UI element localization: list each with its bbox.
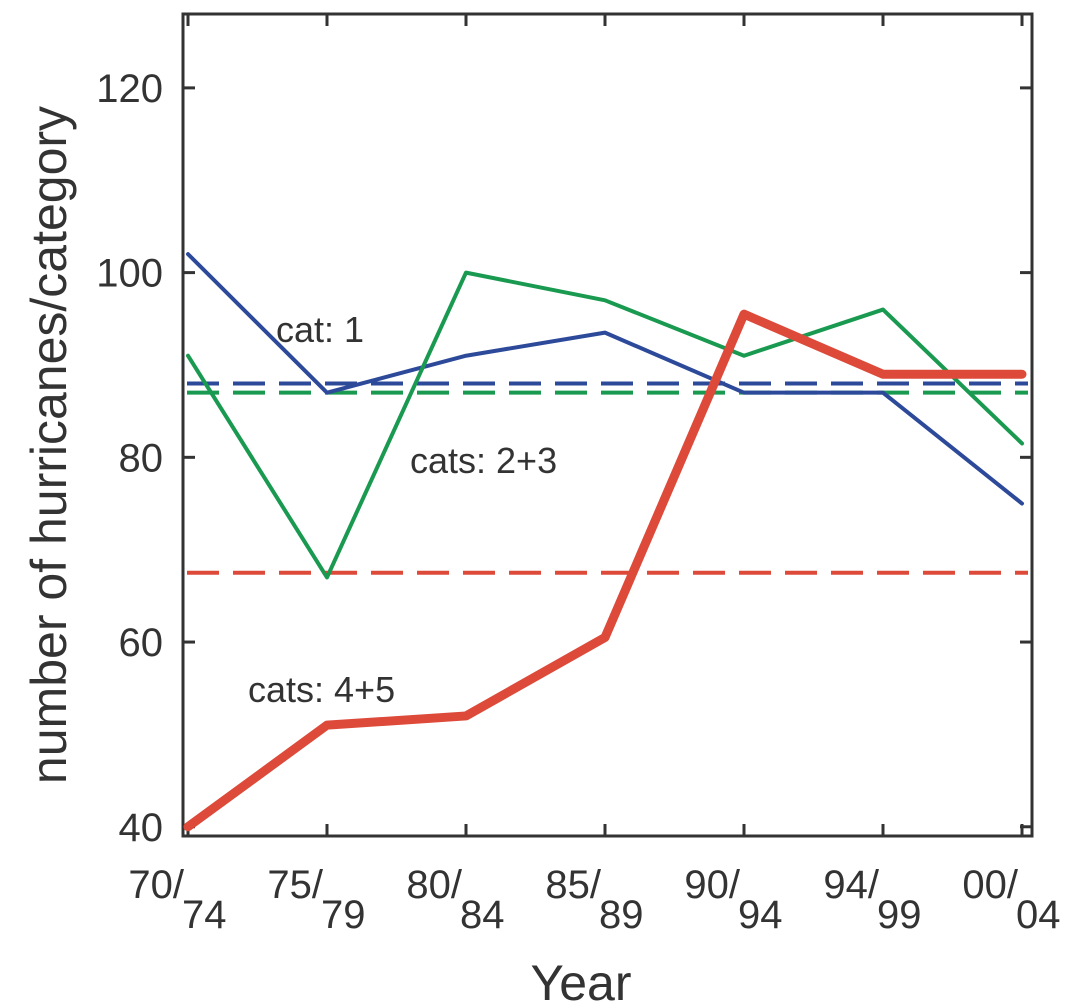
- x-tick-label-bottom: 89: [599, 893, 644, 937]
- tick-marks: [183, 14, 1032, 836]
- y-axis-title: number of hurricanes/category: [21, 106, 77, 784]
- y-tick-label: 100: [96, 252, 163, 296]
- series-label: cat: 1: [276, 309, 364, 350]
- x-tick-label-top: 80/: [406, 863, 462, 907]
- y-tick-label: 40: [119, 806, 164, 850]
- x-tick-label-top: 85/: [545, 863, 601, 907]
- y-tick-label: 120: [96, 67, 163, 111]
- series-lines: [183, 252, 1027, 832]
- x-axis-title: Year: [530, 955, 631, 1008]
- x-tick-label-bottom: 74: [182, 893, 227, 937]
- series-label: cats: 2+3: [410, 440, 557, 481]
- y-tick-label: 60: [119, 621, 164, 665]
- x-tick-label-bottom: 04: [1016, 893, 1061, 937]
- mean-lines: [187, 381, 1028, 575]
- series-labels: cat: 1 cats: 2+3 cats: 4+5: [248, 309, 557, 710]
- series-line: [186, 252, 1024, 506]
- x-tick-label-top: 00/: [962, 863, 1018, 907]
- series-line: [186, 270, 1024, 580]
- x-tick-label-top: 94/: [823, 863, 879, 907]
- series-label: cats: 4+5: [248, 669, 395, 710]
- plot-frame: [181, 12, 1034, 838]
- x-tick-label-bottom: 94: [738, 893, 783, 937]
- x-tick-label-top: 90/: [684, 863, 740, 907]
- x-tick-label-bottom: 84: [460, 893, 505, 937]
- series-line: [183, 309, 1027, 832]
- x-tick-labels: 70/74 75/79 80/84 85/89 90/94 94/99 00/04: [128, 863, 1060, 937]
- x-tick-label-bottom: 99: [877, 893, 922, 937]
- x-tick-label-top: 75/: [267, 863, 323, 907]
- y-tick-labels: 40 60 80 100 120: [96, 67, 163, 850]
- y-tick-label: 80: [119, 436, 164, 480]
- x-tick-label-top: 70/: [128, 863, 184, 907]
- x-tick-label-bottom: 79: [321, 893, 366, 937]
